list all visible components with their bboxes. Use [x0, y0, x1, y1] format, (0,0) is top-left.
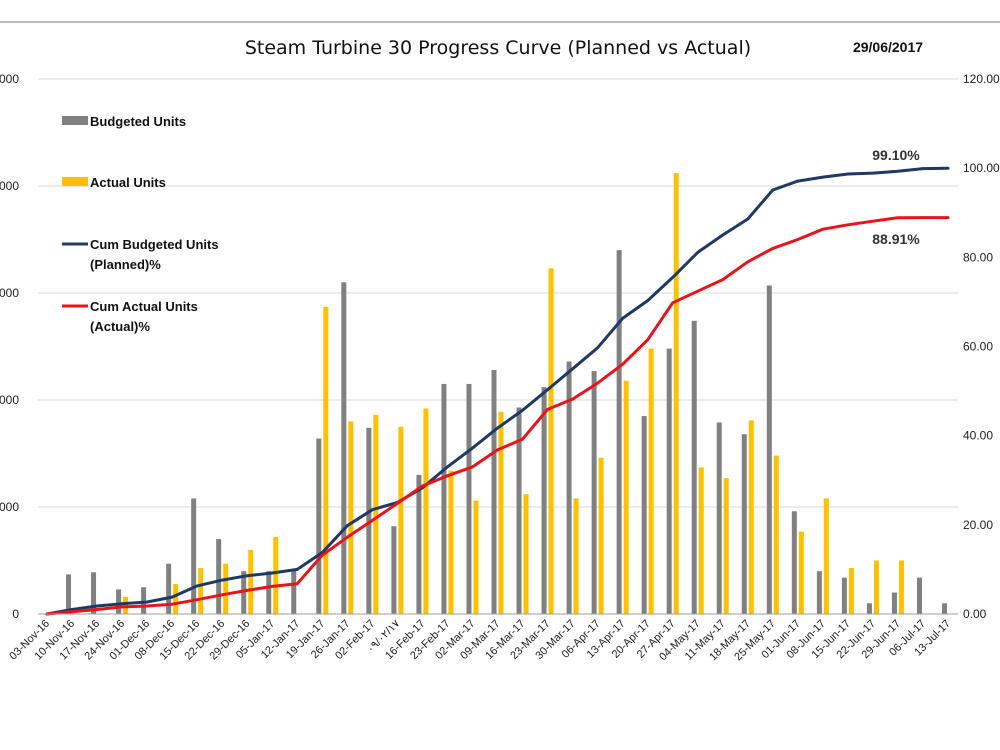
bar	[548, 268, 554, 614]
chart-title: Steam Turbine 30 Progress Curve (Planned…	[245, 37, 751, 59]
legend-label-line2: (Actual)%	[90, 319, 150, 334]
bar	[648, 348, 654, 614]
bar	[891, 592, 897, 614]
bar	[616, 250, 622, 614]
bar	[291, 570, 297, 614]
bar	[841, 577, 847, 614]
legend-label-line2: (Planned)%	[90, 257, 161, 272]
bar	[591, 371, 597, 614]
right-tick-label: 120.00	[963, 72, 1000, 86]
legend: Budgeted Units Actual Units Cum Budgeted U…	[62, 114, 219, 334]
bar	[666, 348, 672, 614]
bar	[416, 474, 422, 614]
bar	[366, 427, 372, 614]
bar	[698, 467, 704, 614]
bar	[523, 494, 529, 614]
bar	[91, 572, 97, 614]
bar	[723, 478, 729, 614]
bar	[716, 422, 722, 614]
bar	[216, 539, 222, 614]
bar	[516, 407, 522, 614]
bar	[498, 411, 504, 614]
bar	[823, 498, 829, 614]
right-tick-label: 0.00	[963, 607, 987, 621]
bar	[373, 414, 379, 614]
bar-series	[66, 173, 947, 614]
legend-label: Budgeted Units	[90, 114, 186, 129]
bar	[198, 567, 204, 614]
series-line	[45, 216, 950, 616]
bar	[223, 563, 229, 614]
right-tick-label: 40.00	[963, 429, 993, 443]
bar	[116, 589, 122, 614]
bar	[942, 603, 947, 614]
bar	[248, 549, 254, 614]
legend-label: Cum Budgeted Units	[90, 237, 219, 252]
bar	[323, 306, 329, 614]
right-tick-label: 100.00	[963, 161, 1000, 175]
bar	[491, 370, 497, 614]
bar	[866, 603, 872, 614]
bar	[316, 438, 322, 614]
legend-label: Actual Units	[90, 175, 166, 190]
bar	[441, 383, 447, 614]
bar	[423, 408, 429, 614]
bar	[623, 380, 629, 614]
left-tick-label: 2000	[0, 393, 19, 407]
bar	[448, 470, 454, 614]
bar	[848, 567, 854, 614]
bar	[691, 320, 697, 614]
bar	[66, 574, 72, 614]
legend-label: Cum Actual Units	[90, 299, 198, 314]
bar	[273, 536, 279, 614]
bar	[173, 584, 179, 614]
bar	[391, 526, 397, 614]
bar	[566, 361, 572, 614]
bar	[241, 571, 247, 614]
bar	[766, 285, 772, 614]
bar	[191, 498, 197, 614]
bar	[798, 531, 804, 614]
report-date: 29/06/2017	[853, 39, 923, 55]
bar	[673, 173, 679, 614]
left-tick-label: 1000	[0, 500, 19, 514]
right-tick-label: 20.00	[963, 518, 993, 532]
bar	[573, 498, 579, 614]
bar	[916, 577, 922, 614]
bar	[398, 426, 404, 614]
bar	[748, 420, 754, 614]
bar	[816, 571, 822, 614]
bar	[791, 511, 797, 614]
bar	[873, 560, 879, 614]
left-tick-label: 0	[12, 607, 19, 621]
left-tick-label: 5000	[0, 72, 19, 86]
bar	[898, 560, 904, 614]
bar	[166, 563, 172, 614]
bar	[266, 571, 272, 614]
bar	[341, 282, 347, 614]
right-tick-label: 80.00	[963, 250, 993, 264]
bar	[466, 383, 472, 614]
actual-end-label: 88.91%	[872, 231, 920, 247]
bar	[473, 500, 479, 614]
bar	[348, 421, 354, 614]
bar	[773, 455, 779, 614]
legend-swatch	[62, 116, 88, 125]
line-series	[45, 166, 950, 616]
bar	[598, 457, 604, 614]
bar	[141, 587, 147, 614]
left-tick-label: 4000	[0, 179, 19, 193]
planned-end-label: 99.10%	[872, 147, 920, 163]
right-tick-label: 60.00	[963, 340, 993, 354]
left-tick-label: 3000	[0, 286, 19, 300]
bar	[741, 434, 747, 614]
legend-swatch	[62, 177, 88, 186]
series-line	[45, 166, 950, 616]
bar	[641, 416, 647, 614]
bar	[541, 387, 547, 614]
